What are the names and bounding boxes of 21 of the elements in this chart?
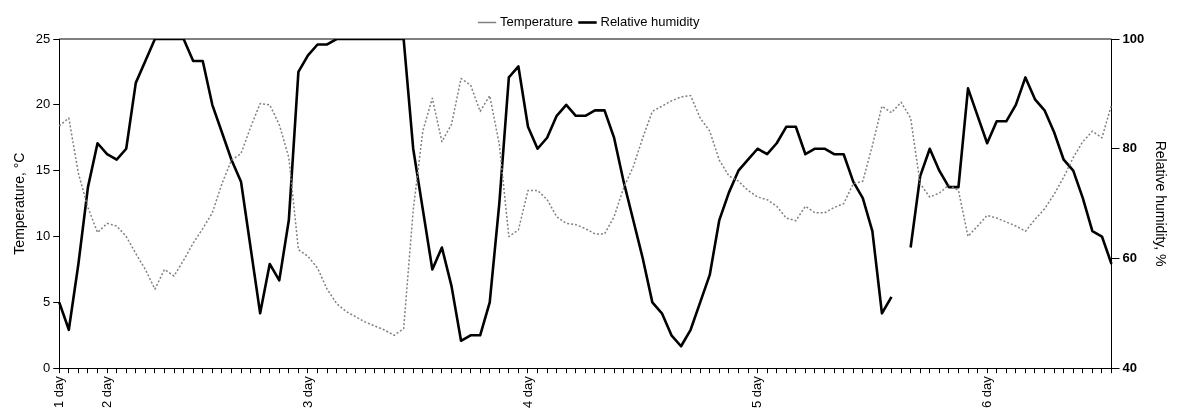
y2-tick-label: 80 <box>1122 140 1137 156</box>
y-tick-label: 10 <box>35 228 51 244</box>
y2-axis-title: Relative humidity, % <box>1152 140 1169 267</box>
y-tick-label: 0 <box>43 359 51 375</box>
x-tick-label: 2 day <box>98 375 114 409</box>
x-tick-label: 5 day <box>749 375 765 409</box>
x-tick-label: 6 day <box>978 375 994 409</box>
x-tick-label: 3 day <box>299 375 315 409</box>
y-axis-title: Temperature, °C <box>11 152 28 255</box>
y2-tick-label: 40 <box>1122 359 1137 375</box>
y-tick-label: 20 <box>35 96 51 112</box>
y-tick-label: 5 <box>43 293 51 309</box>
y-tick-label: 15 <box>35 162 51 178</box>
line-series <box>58 77 1113 337</box>
y-tick-label: 25 <box>35 30 51 46</box>
legend-label: Temperature <box>500 14 573 30</box>
y2-tick-label: 100 <box>1122 30 1145 46</box>
x-tick-label: 4 day <box>519 375 535 409</box>
x-tick-label: 1 day <box>50 375 66 409</box>
legend-label: Relative humidity <box>600 14 700 30</box>
y2-tick-label: 60 <box>1122 250 1137 266</box>
